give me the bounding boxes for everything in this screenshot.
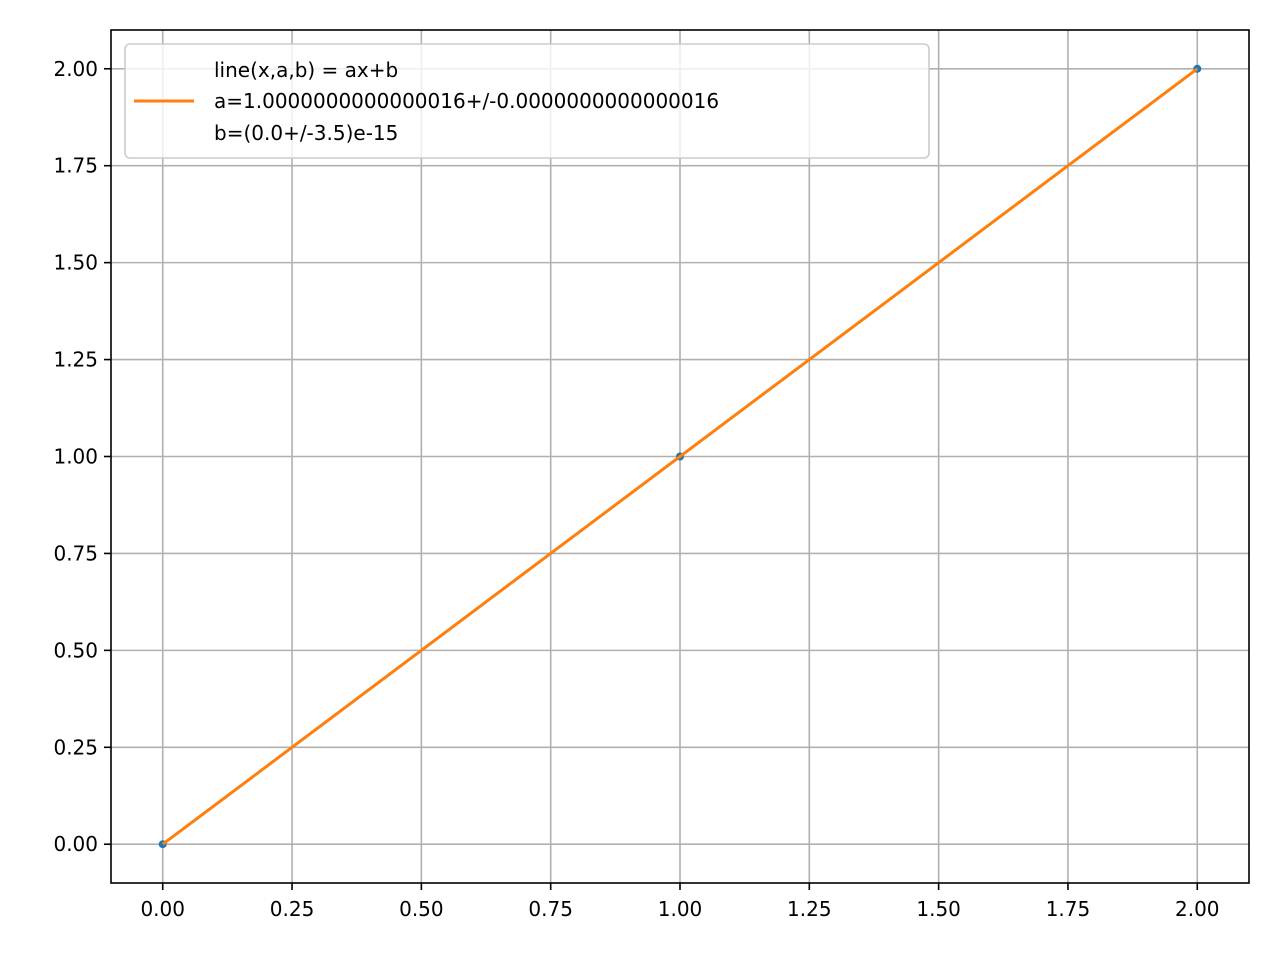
x-tick-label: 1.75 [1046, 897, 1091, 921]
x-tick-label: 0.50 [399, 897, 444, 921]
y-tick-label: 1.00 [53, 445, 98, 469]
legend-line-2: a=1.0000000000000016+/-0.000000000000001… [214, 89, 719, 113]
y-tick-label: 1.50 [53, 251, 98, 275]
fit-line [161, 67, 1199, 846]
x-tick-label: 1.25 [787, 897, 832, 921]
x-tick-label: 0.75 [528, 897, 573, 921]
x-tick-label: 0.25 [270, 897, 315, 921]
legend-line-3: b=(0.0+/-3.5)e-15 [214, 121, 398, 145]
x-tick-label: 1.00 [658, 897, 703, 921]
x-tick-label: 2.00 [1175, 897, 1220, 921]
legend-box [124, 43, 930, 159]
x-tick-label: 1.50 [916, 897, 961, 921]
y-tick-label: 2.00 [53, 57, 98, 81]
y-tick-label: 1.25 [53, 348, 98, 372]
series-layer [158, 64, 1202, 849]
legend: line(x,a,b) = ax+b a=1.0000000000000016+… [124, 43, 930, 159]
y-tick-label: 1.75 [53, 154, 98, 178]
ticks: 0.00 0.25 0.50 0.75 1.00 1.25 1.50 1.75 2.00 0.00… [53, 57, 1219, 921]
y-tick-label: 0.50 [53, 638, 98, 662]
y-tick-label: 0.00 [53, 832, 98, 856]
y-tick-label: 0.75 [53, 541, 98, 565]
legend-line-1: line(x,a,b) = ax+b [214, 58, 398, 82]
x-tick-label: 0.00 [140, 897, 185, 921]
y-tick-label: 0.25 [53, 735, 98, 759]
